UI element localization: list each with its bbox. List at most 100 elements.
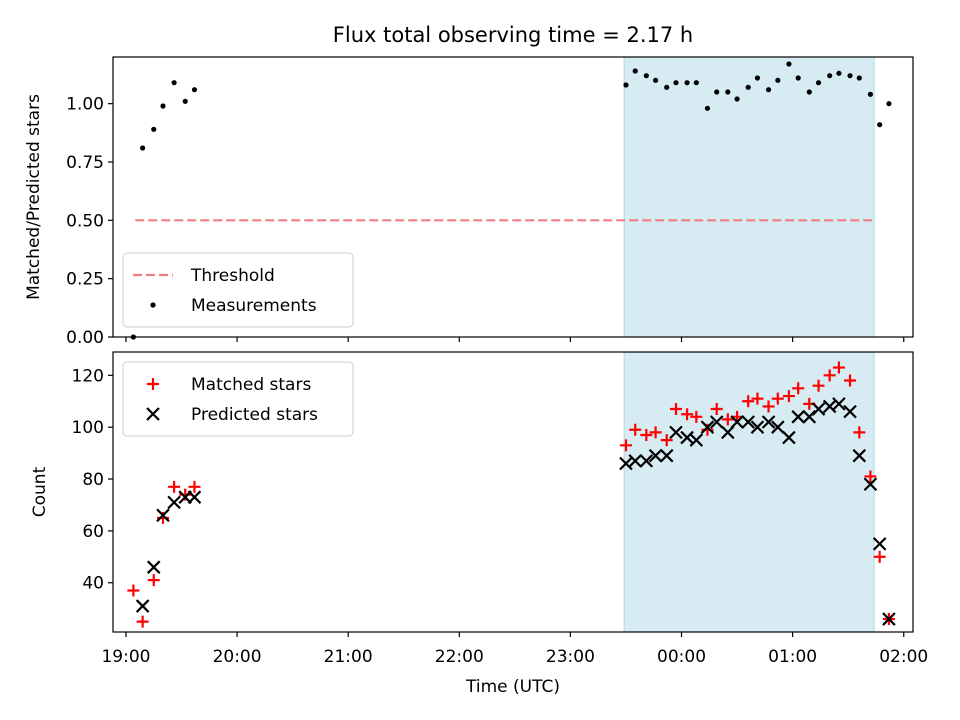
highlight-span xyxy=(623,56,875,338)
y-tick-label: 60 xyxy=(82,522,104,542)
data-point xyxy=(179,488,192,501)
data-point xyxy=(792,382,805,395)
data-point xyxy=(791,410,805,424)
data-point xyxy=(690,410,703,423)
data-point xyxy=(628,454,642,468)
data-point xyxy=(168,480,181,493)
data-point xyxy=(664,84,670,90)
data-point xyxy=(191,87,198,93)
data-point xyxy=(750,420,765,434)
x-tick-label: 22:00 xyxy=(435,647,484,667)
data-point xyxy=(140,145,146,151)
data-point xyxy=(836,70,842,76)
data-point xyxy=(853,426,866,439)
legend-box xyxy=(122,252,354,328)
data-point xyxy=(700,420,715,434)
data-point xyxy=(648,448,663,463)
data-point xyxy=(844,374,857,387)
data-point xyxy=(872,537,887,551)
data-point xyxy=(649,426,662,439)
data-point xyxy=(681,408,694,421)
data-point xyxy=(136,615,149,628)
data-point xyxy=(623,82,629,88)
legend-swatch xyxy=(147,378,159,390)
data-point xyxy=(188,480,201,493)
data-point xyxy=(652,77,659,83)
data-point xyxy=(171,80,177,86)
data-point xyxy=(639,454,654,468)
data-point xyxy=(832,361,845,374)
y-tick-label: 100 xyxy=(72,418,104,438)
data-point xyxy=(827,73,833,79)
data-point xyxy=(832,397,846,411)
data-point xyxy=(693,80,699,86)
data-point xyxy=(673,80,679,86)
data-point xyxy=(806,89,812,95)
ratio-y-axis-label: Matched/Predicted stars xyxy=(24,94,44,300)
data-point xyxy=(867,91,874,97)
y-tick-label: 40 xyxy=(82,574,104,594)
legend-swatch xyxy=(150,302,156,308)
data-point xyxy=(704,105,711,111)
data-point xyxy=(877,122,883,128)
data-point xyxy=(765,87,772,93)
data-point xyxy=(771,420,785,434)
data-point xyxy=(714,89,720,95)
data-point xyxy=(863,477,878,491)
data-point xyxy=(811,402,826,416)
data-point xyxy=(684,80,690,86)
data-point xyxy=(619,439,632,452)
data-point xyxy=(762,400,775,413)
data-point xyxy=(660,434,673,447)
y-tick-label: 0.75 xyxy=(66,153,104,173)
data-point xyxy=(182,98,188,104)
data-point xyxy=(146,560,161,574)
data-point xyxy=(775,77,781,83)
data-point xyxy=(782,390,795,403)
y-tick-label: 0.50 xyxy=(66,211,104,231)
x-tick-label: 02:00 xyxy=(879,647,928,667)
data-point xyxy=(886,101,892,107)
x-tick-label: 20:00 xyxy=(213,647,262,667)
data-point xyxy=(640,428,653,441)
legend-box xyxy=(122,361,354,437)
y-tick-label: 0.25 xyxy=(66,270,104,290)
data-point xyxy=(643,73,649,79)
data-point xyxy=(741,415,755,429)
data-point xyxy=(156,508,170,523)
data-point xyxy=(632,68,638,74)
data-point xyxy=(786,61,792,67)
data-point xyxy=(823,369,836,382)
y-tick-label: 120 xyxy=(72,366,104,386)
legend-label: Predicted stars xyxy=(191,405,318,425)
data-point xyxy=(689,433,704,447)
data-point xyxy=(873,550,886,563)
legend-swatch xyxy=(146,407,160,421)
highlight-span xyxy=(623,351,875,633)
data-point xyxy=(659,448,674,463)
x-axis-label: Time (UTC) xyxy=(465,677,560,697)
data-point xyxy=(843,404,857,419)
legend-label: Matched stars xyxy=(191,375,311,395)
count-panel: 40 60 80 100 120 19:00 20:00 21:00 22:00 23:00 00:… xyxy=(72,351,928,667)
data-point xyxy=(151,126,157,132)
data-point xyxy=(795,75,801,81)
chart-title: Flux total observing time = 2.17 h xyxy=(333,23,693,47)
y-tick-label: 1.00 xyxy=(66,95,104,115)
count-y-axis-label: Count xyxy=(30,466,50,517)
data-point xyxy=(730,415,744,429)
data-point xyxy=(864,470,877,483)
data-point xyxy=(771,392,784,405)
data-point xyxy=(751,392,764,405)
data-point xyxy=(669,425,683,440)
plot-frame xyxy=(112,56,914,338)
data-point xyxy=(167,495,181,510)
data-point xyxy=(852,448,867,463)
data-point xyxy=(812,379,825,392)
data-point xyxy=(721,413,734,426)
data-point xyxy=(882,612,896,626)
data-point xyxy=(782,430,796,445)
data-point xyxy=(847,73,853,79)
data-point xyxy=(187,490,202,504)
